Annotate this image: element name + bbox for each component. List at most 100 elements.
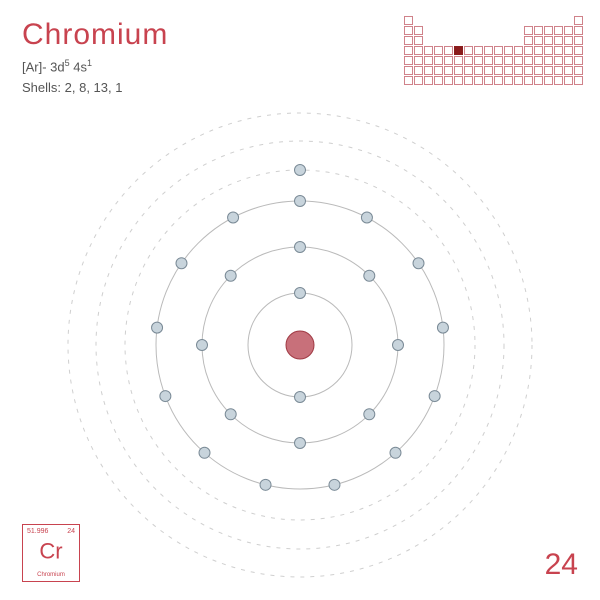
electron [295, 196, 306, 207]
pt-cell [504, 76, 513, 85]
pt-cell [574, 36, 583, 45]
pt-cell [524, 76, 533, 85]
electron [295, 242, 306, 253]
electron [393, 340, 404, 351]
electron [390, 447, 401, 458]
pt-cell [534, 46, 543, 55]
tile-mass: 51.996 [27, 528, 48, 535]
pt-cell [424, 46, 433, 55]
pt-cell [484, 56, 493, 65]
pt-cell [434, 76, 443, 85]
pt-cell [514, 66, 523, 75]
electron [295, 165, 306, 176]
pt-cell [454, 66, 463, 75]
pt-cell [424, 66, 433, 75]
pt-cell [574, 66, 583, 75]
pt-cell [504, 46, 513, 55]
pt-cell [464, 56, 473, 65]
electron [364, 270, 375, 281]
pt-cell [454, 56, 463, 65]
element-title: Chromium [22, 18, 168, 52]
pt-cell [484, 46, 493, 55]
pt-cell [514, 56, 523, 65]
pt-cell [524, 66, 533, 75]
pt-cell [444, 66, 453, 75]
electron [437, 322, 448, 333]
pt-cell [404, 76, 413, 85]
pt-cell [564, 46, 573, 55]
pt-cell [404, 36, 413, 45]
pt-cell [494, 66, 503, 75]
tile-symbol: Cr [39, 539, 62, 565]
pt-cell [474, 56, 483, 65]
pt-cell [544, 26, 553, 35]
pt-cell [444, 56, 453, 65]
pt-cell [564, 76, 573, 85]
electron [197, 340, 208, 351]
electron [225, 270, 236, 281]
periodic-table-mini [404, 16, 584, 86]
atomic-number: 24 [545, 548, 578, 582]
pt-cell [554, 36, 563, 45]
pt-cell [424, 76, 433, 85]
pt-cell [524, 56, 533, 65]
pt-cell [524, 46, 533, 55]
pt-cell [534, 26, 543, 35]
pt-cell [484, 66, 493, 75]
pt-cell [414, 76, 423, 85]
pt-cell [494, 76, 503, 85]
pt-cell [444, 46, 453, 55]
pt-cell [484, 76, 493, 85]
pt-cell [564, 36, 573, 45]
pt-cell [534, 66, 543, 75]
pt-cell [504, 56, 513, 65]
pt-cell [454, 76, 463, 85]
electron [295, 438, 306, 449]
pt-cell [574, 16, 583, 25]
pt-cell [414, 56, 423, 65]
pt-cell [524, 26, 533, 35]
electron [228, 212, 239, 223]
pt-cell [524, 36, 533, 45]
pt-cell [404, 16, 413, 25]
pt-cell [564, 66, 573, 75]
pt-cell [474, 66, 483, 75]
pt-cell [574, 26, 583, 35]
electron [260, 479, 271, 490]
pt-cell [414, 46, 423, 55]
pt-cell [474, 46, 483, 55]
pt-cell [564, 56, 573, 65]
pt-cell [514, 76, 523, 85]
pt-cell [544, 36, 553, 45]
pt-cell [404, 46, 413, 55]
pt-cell [574, 56, 583, 65]
pt-cell [464, 76, 473, 85]
pt-cell [444, 76, 453, 85]
pt-cell [464, 66, 473, 75]
pt-cell [564, 26, 573, 35]
pt-cell [544, 56, 553, 65]
shells-label: Shells: 2, 8, 13, 1 [22, 80, 122, 95]
electron-configuration: [Ar]- 3d5 4s1 [22, 58, 92, 74]
pt-cell [494, 46, 503, 55]
pt-cell [464, 46, 473, 55]
pt-cell [414, 36, 423, 45]
pt-cell [534, 56, 543, 65]
pt-cell [414, 26, 423, 35]
electron [295, 392, 306, 403]
electron [413, 258, 424, 269]
pt-cell [404, 26, 413, 35]
electron [429, 391, 440, 402]
pt-cell [554, 46, 563, 55]
pt-cell [494, 56, 503, 65]
electron [295, 288, 306, 299]
pt-cell [434, 66, 443, 75]
element-tile: 51.996 24 Cr Chromium [22, 524, 80, 582]
pt-cell [554, 66, 563, 75]
electron [176, 258, 187, 269]
pt-cell [414, 66, 423, 75]
electron [160, 391, 171, 402]
pt-cell [534, 76, 543, 85]
pt-cell [434, 56, 443, 65]
electron [199, 447, 210, 458]
